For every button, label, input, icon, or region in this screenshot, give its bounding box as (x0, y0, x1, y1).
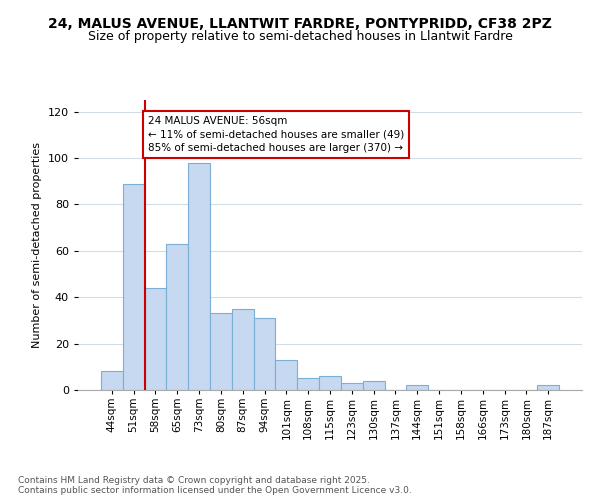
Y-axis label: Number of semi-detached properties: Number of semi-detached properties (32, 142, 42, 348)
Bar (232, 309, 254, 390)
Bar (101, 372, 123, 390)
Bar (188, 162, 210, 390)
Bar (123, 184, 145, 390)
Text: 24, MALUS AVENUE, LLANTWIT FARDRE, PONTYPRIDD, CF38 2PZ: 24, MALUS AVENUE, LLANTWIT FARDRE, PONTY… (48, 18, 552, 32)
Bar (166, 244, 188, 390)
Bar (297, 378, 319, 390)
Bar (363, 380, 385, 390)
Bar (210, 314, 232, 390)
Bar (406, 386, 428, 390)
Bar (254, 318, 275, 390)
Bar (319, 376, 341, 390)
Text: Size of property relative to semi-detached houses in Llantwit Fardre: Size of property relative to semi-detach… (88, 30, 512, 43)
Bar (275, 360, 297, 390)
Bar (537, 386, 559, 390)
Text: Contains HM Land Registry data © Crown copyright and database right 2025.
Contai: Contains HM Land Registry data © Crown c… (18, 476, 412, 495)
Bar (341, 383, 363, 390)
Bar (145, 288, 166, 390)
Text: 24 MALUS AVENUE: 56sqm
← 11% of semi-detached houses are smaller (49)
85% of sem: 24 MALUS AVENUE: 56sqm ← 11% of semi-det… (148, 116, 404, 152)
